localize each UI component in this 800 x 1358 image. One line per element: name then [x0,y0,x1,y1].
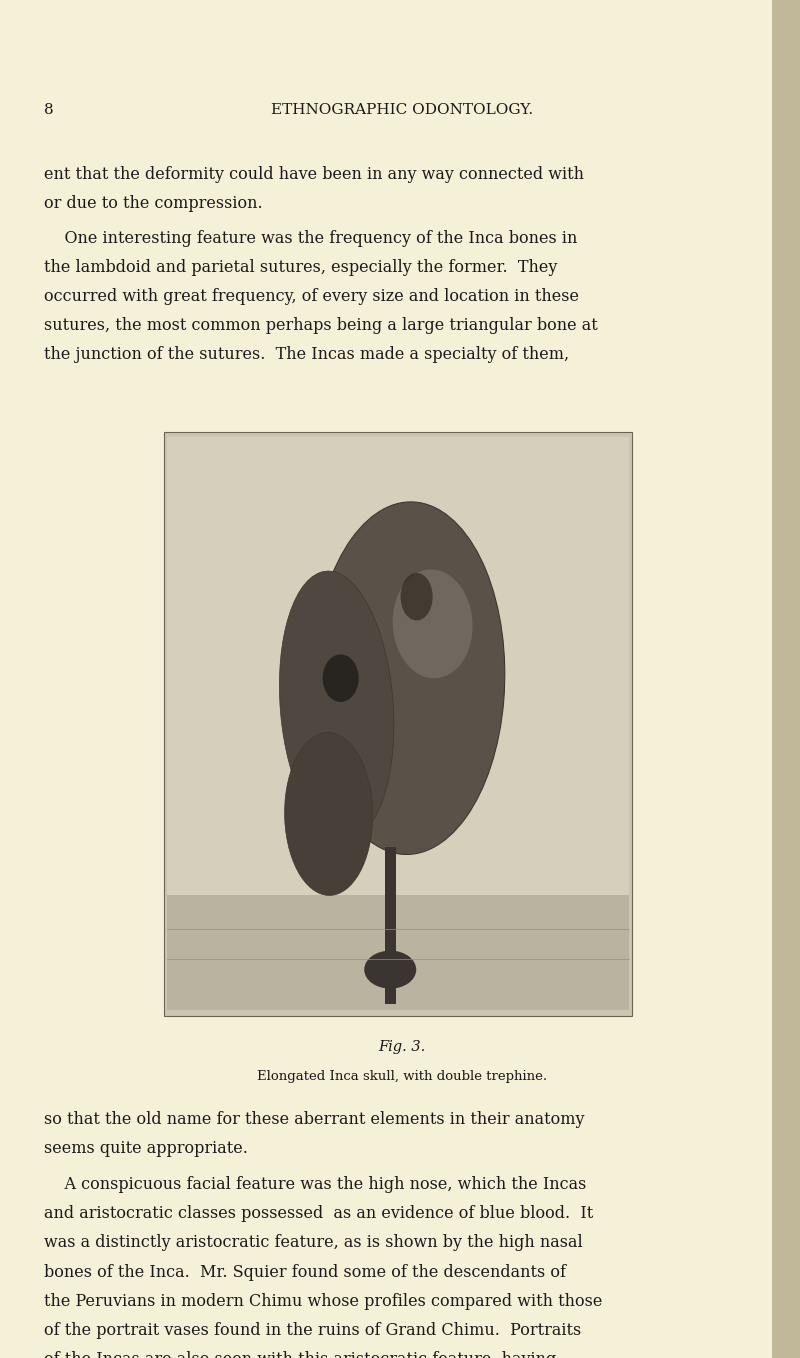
Bar [167,895,629,1010]
Text: was a distinctly aristocratic feature, as is shown by the high nasal: was a distinctly aristocratic feature, a… [44,1234,582,1252]
Ellipse shape [393,569,473,678]
Text: ent that the deformity could have been in any way connected with: ent that the deformity could have been i… [44,166,584,183]
Text: sutures, the most common perhaps being a large triangular bone at: sutures, the most common perhaps being a… [44,316,598,334]
Ellipse shape [285,732,373,895]
Ellipse shape [401,573,433,621]
Text: 8: 8 [44,103,54,117]
Ellipse shape [279,572,394,839]
Text: Fig. 3.: Fig. 3. [378,1040,426,1054]
Text: A conspicuous facial feature was the high nose, which the Incas: A conspicuous facial feature was the hig… [44,1176,586,1194]
Text: of the Incas are also seen with this aristocratic feature, having: of the Incas are also seen with this ari… [44,1351,556,1358]
Text: and aristocratic classes possessed  as an evidence of blue blood.  It: and aristocratic classes possessed as an… [44,1206,594,1222]
Bar [164,432,632,1016]
Text: the Peruvians in modern Chimu whose profiles compared with those: the Peruvians in modern Chimu whose prof… [44,1293,602,1310]
Text: or due to the compression.: or due to the compression. [44,196,262,212]
Ellipse shape [364,951,416,989]
Bar [167,437,629,1010]
Ellipse shape [322,655,358,702]
Bar [772,0,800,1358]
Text: seems quite appropriate.: seems quite appropriate. [44,1141,248,1157]
Ellipse shape [313,502,505,854]
Text: occurred with great frequency, of every size and location in these: occurred with great frequency, of every … [44,288,579,306]
Bar [167,437,629,1010]
Text: bones of the Inca.  Mr. Squier found some of the descendants of: bones of the Inca. Mr. Squier found some… [44,1263,566,1281]
Text: of the portrait vases found in the ruins of Grand Chimu.  Portraits: of the portrait vases found in the ruins… [44,1323,582,1339]
Text: ETHNOGRAPHIC ODONTOLOGY.: ETHNOGRAPHIC ODONTOLOGY. [271,103,533,117]
Text: One interesting feature was the frequency of the Inca bones in: One interesting feature was the frequenc… [44,230,578,247]
Text: the junction of the sutures.  The Incas made a specialty of them,: the junction of the sutures. The Incas m… [44,346,569,364]
Text: so that the old name for these aberrant elements in their anatomy: so that the old name for these aberrant … [44,1111,585,1128]
Bar [385,847,396,1004]
Text: the lambdoid and parietal sutures, especially the former.  They: the lambdoid and parietal sutures, espec… [44,258,558,276]
Text: Elongated Inca skull, with double trephine.: Elongated Inca skull, with double trephi… [257,1070,547,1084]
